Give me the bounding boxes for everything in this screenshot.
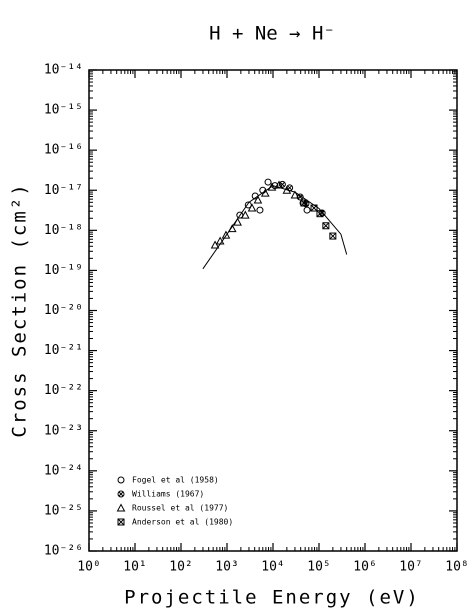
marker-part (282, 185, 292, 194)
data-point (310, 204, 318, 212)
data-point (282, 185, 292, 194)
x-tick-label: 10⁸ (445, 560, 468, 575)
data-point (329, 232, 337, 240)
y-axis-label: Cross Section (cm²) (9, 182, 31, 437)
data-point (236, 211, 244, 219)
y-tick-label: 10⁻²² (44, 383, 83, 398)
marker-part (236, 211, 244, 219)
marker-part (117, 490, 125, 498)
marker-part (316, 210, 324, 218)
marker-part (274, 180, 284, 189)
data-point (227, 224, 237, 233)
marker-part (215, 236, 225, 245)
marker-part (117, 476, 125, 484)
legend-label: Anderson et al (1980) (132, 518, 233, 527)
marker-part (310, 204, 318, 212)
x-tick-label: 10⁵ (307, 560, 330, 575)
y-tick-label: 10⁻²⁰ (44, 303, 83, 318)
marker-part (264, 178, 272, 186)
data-point (221, 230, 231, 239)
marker-part (240, 210, 250, 219)
x-tick-label: 10⁴ (261, 560, 284, 575)
data-point (240, 210, 250, 219)
marker-part (303, 206, 311, 214)
data-point (247, 203, 257, 212)
marker-part (256, 206, 264, 214)
marker-part (316, 210, 324, 218)
data-point (300, 199, 308, 207)
legend-marker (117, 490, 125, 498)
marker-part (322, 222, 330, 230)
marker-part (251, 192, 259, 200)
data-point (322, 222, 330, 230)
marker-part (300, 199, 308, 207)
x-tick-label: 10⁶ (353, 560, 376, 575)
data-point (303, 206, 311, 214)
data-point (296, 193, 304, 201)
x-tick-label: 10¹ (123, 560, 146, 575)
marker-part (329, 232, 337, 240)
y-tick-label: 10⁻¹⁵ (44, 103, 83, 118)
marker-part (322, 222, 330, 230)
marker-part (221, 230, 231, 239)
legend-marker (117, 476, 125, 484)
marker-part (117, 518, 125, 526)
data-point (253, 195, 263, 204)
marker-part (267, 182, 277, 191)
x-tick-label: 10⁷ (399, 560, 422, 575)
y-tick-label: 10⁻²⁴ (44, 463, 83, 478)
y-tick-label: 10⁻¹⁷ (44, 183, 83, 198)
data-point (264, 178, 272, 186)
marker-part (329, 232, 337, 240)
data-point (316, 210, 324, 218)
y-tick-label: 10⁻¹⁹ (44, 263, 83, 278)
legend-marker (116, 503, 126, 512)
x-tick-label: 10³ (215, 560, 238, 575)
legend-label: Fogel et al (1958) (132, 476, 219, 485)
data-point (215, 236, 225, 245)
marker-part (260, 188, 270, 197)
data-point (260, 188, 270, 197)
marker-part (290, 190, 300, 199)
y-tick-label: 10⁻¹⁸ (44, 223, 83, 238)
y-tick-label: 10⁻²³ (44, 423, 83, 438)
marker-part (227, 224, 237, 233)
legend-marker (117, 518, 125, 526)
legend-label: Roussel et al (1977) (132, 504, 228, 513)
data-point (210, 240, 220, 249)
x-axis-label: Projectile Energy (eV) (124, 587, 420, 609)
marker-part (253, 195, 263, 204)
data-point (233, 217, 242, 226)
marker-part (233, 217, 242, 226)
legend-label: Williams (1967) (132, 490, 204, 499)
x-tick-label: 10² (169, 560, 192, 575)
data-point (256, 206, 264, 214)
y-tick-label: 10⁻²¹ (44, 343, 83, 358)
marker-part (300, 199, 308, 207)
data-point (251, 192, 259, 200)
marker-part (117, 518, 125, 526)
data-point (290, 190, 300, 199)
marker-part (296, 193, 304, 201)
y-tick-label: 10⁻¹⁴ (44, 63, 83, 78)
y-tick-label: 10⁻²⁶ (44, 544, 83, 559)
fit-curve (202, 185, 348, 270)
chart-title: H + Ne → H⁻ (209, 23, 335, 45)
y-tick-label: 10⁻¹⁶ (44, 143, 83, 158)
marker-part (118, 491, 124, 497)
marker-part (116, 503, 126, 512)
marker-part (247, 203, 257, 212)
marker-part (210, 240, 220, 249)
x-tick-label: 10⁰ (77, 560, 100, 575)
y-tick-label: 10⁻²⁵ (44, 503, 83, 518)
data-point (267, 182, 277, 191)
marker-part (310, 204, 318, 212)
data-point (274, 180, 284, 189)
